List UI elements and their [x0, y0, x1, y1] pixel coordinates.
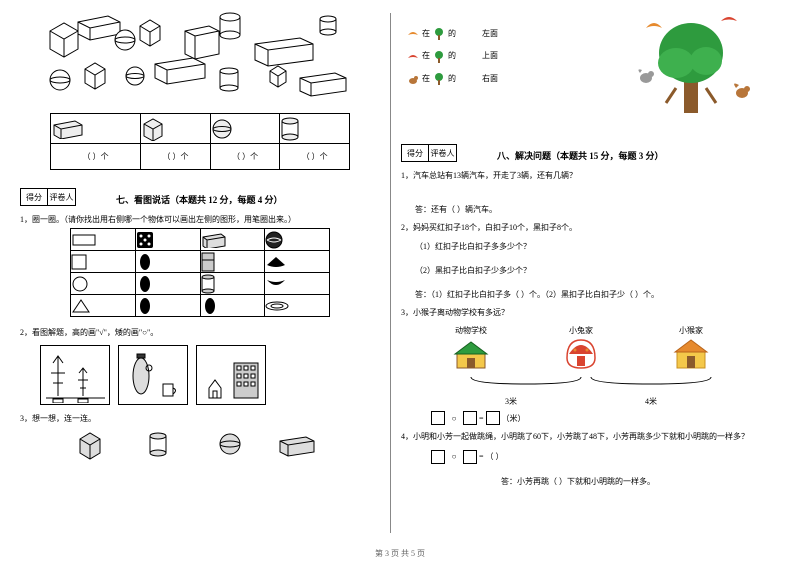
- tree-mini-icon: [432, 72, 446, 86]
- left-column: （ ）个 （ ）个 （ ）个 （ ）个 得分 评卷人 七、看图说话（本题共 12…: [20, 8, 390, 543]
- reviewer-label: 评卷人: [48, 188, 76, 206]
- section-8-title: 八、解决问题（本题共 15 分，每题 3 分）: [497, 149, 664, 162]
- box-icon: [200, 229, 265, 251]
- cuboid-icon: [51, 114, 141, 144]
- dice-icon: [135, 229, 200, 251]
- school-icon: [451, 336, 491, 370]
- count-table: （ ）个 （ ）个 （ ）个 （ ）个: [50, 113, 350, 170]
- pos-line-1: 在 的 左面: [406, 23, 498, 45]
- big-tree-scene: [636, 13, 756, 123]
- score-label: 得分: [401, 144, 429, 162]
- squirrel-icon: [406, 72, 420, 86]
- eq-3[interactable]: ○= （米）: [401, 411, 761, 425]
- rabbit-label: 小兔家: [561, 325, 601, 336]
- eq-4[interactable]: ○ = （ ）: [401, 450, 761, 464]
- circle-icon: [71, 273, 136, 295]
- count-cell[interactable]: （ ）个: [51, 144, 141, 170]
- reviewer-label: 评卷人: [429, 144, 457, 162]
- thermos-box: [118, 345, 188, 405]
- score-box: 得分 评卷人 八、解决问题（本题共 15 分，每题 3 分）: [401, 144, 761, 162]
- a8-2[interactable]: 答：（1）红扣子比白扣子多（ ）个。（2）黑扣子比白扣子少（ ）个。: [401, 289, 761, 300]
- monkey-house-icon: [671, 336, 711, 370]
- shapes-3d: [20, 8, 380, 108]
- count-cell[interactable]: （ ）个: [280, 144, 350, 170]
- cube-icon: [141, 114, 211, 144]
- monkey-label: 小猴家: [671, 325, 711, 336]
- tree-scene: 在 的 左面 在 的 上面 在 的 右面: [401, 8, 761, 128]
- count-cell[interactable]: （ ）个: [210, 144, 280, 170]
- rectangle-icon: [71, 229, 136, 251]
- distance-brackets: [421, 374, 741, 396]
- q7-3: 3，想一想，连一连。: [20, 413, 380, 424]
- a8-1[interactable]: 答：还有（ ）辆汽车。: [401, 204, 761, 215]
- buildings-row: 动物学校 小兔家 小猴家: [401, 325, 761, 370]
- sphere-icon: [210, 114, 280, 144]
- q7-1: 1，圈一圈。（请你找出用右侧哪一个物体可以画出左侧的图形，用笔圈出来。）: [20, 214, 380, 225]
- section-7-title: 七、看图说话（本题共 12 分，每题 4 分）: [116, 193, 283, 206]
- triangle-icon: [71, 295, 136, 317]
- q8-2-2: （2）黑扣子比白扣子少多少个？: [401, 265, 761, 276]
- leaf-icon: [200, 295, 265, 317]
- q8-3: 3，小猴子离动物学校有多远？: [401, 307, 761, 318]
- pos-line-3: 在 的 右面: [406, 68, 498, 90]
- cone-icon: [265, 251, 330, 273]
- plate-icon: [265, 295, 330, 317]
- ball-icon: [265, 229, 330, 251]
- square-icon: [71, 251, 136, 273]
- leaf-icon: [135, 273, 200, 295]
- can-icon: [200, 273, 265, 295]
- rabbit-house-icon: [561, 336, 601, 370]
- cylinder-icon: [280, 114, 350, 144]
- page-footer: 第 3 页 共 5 页: [0, 548, 800, 559]
- bird-icon: [406, 27, 420, 41]
- leaf-icon: [135, 251, 200, 273]
- q8-1: 1，汽车总站有13辆汽车，开走了3辆，还有几辆？: [401, 170, 761, 181]
- score-label: 得分: [20, 188, 48, 206]
- q8-2-1: （1）红扣子比白扣子多多少个？: [401, 241, 761, 252]
- tree-mini-icon: [432, 27, 446, 41]
- match-table: [70, 228, 330, 317]
- fridge-icon: [200, 251, 265, 273]
- tree-mini-icon: [432, 50, 446, 64]
- bowl-icon: [265, 273, 330, 295]
- height-compare-row: [20, 345, 380, 405]
- school-label: 动物学校: [451, 325, 491, 336]
- bird-icon: [406, 50, 420, 64]
- pos-line-2: 在 的 上面: [406, 45, 498, 67]
- right-column: 在 的 左面 在 的 上面 在 的 右面: [391, 8, 761, 543]
- count-cell[interactable]: （ ）个: [141, 144, 211, 170]
- q8-2: 2，妈妈买红扣子18个，白扣子10个，黑扣子8个。: [401, 222, 761, 233]
- dist-2: 4米: [645, 396, 657, 407]
- distance-values: 3米 4米: [401, 396, 761, 407]
- leaf-icon: [135, 295, 200, 317]
- score-box: 得分 评卷人 七、看图说话（本题共 12 分，每题 4 分）: [20, 188, 380, 206]
- a8-4[interactable]: 答：小芳再跳（ ）下就和小明跳的一样多。: [401, 476, 761, 487]
- trees-box: [40, 345, 110, 405]
- houses-box: [196, 345, 266, 405]
- q7-2: 2，看图解题，高的画"√"，矮的画"○"。: [20, 327, 380, 338]
- dist-1: 3米: [505, 396, 517, 407]
- connect-area: [20, 428, 380, 468]
- q8-4: 4，小明和小芳一起做跳绳，小明跳了60下，小芳跳了48下，小芳再跳多少下就和小明…: [401, 431, 761, 442]
